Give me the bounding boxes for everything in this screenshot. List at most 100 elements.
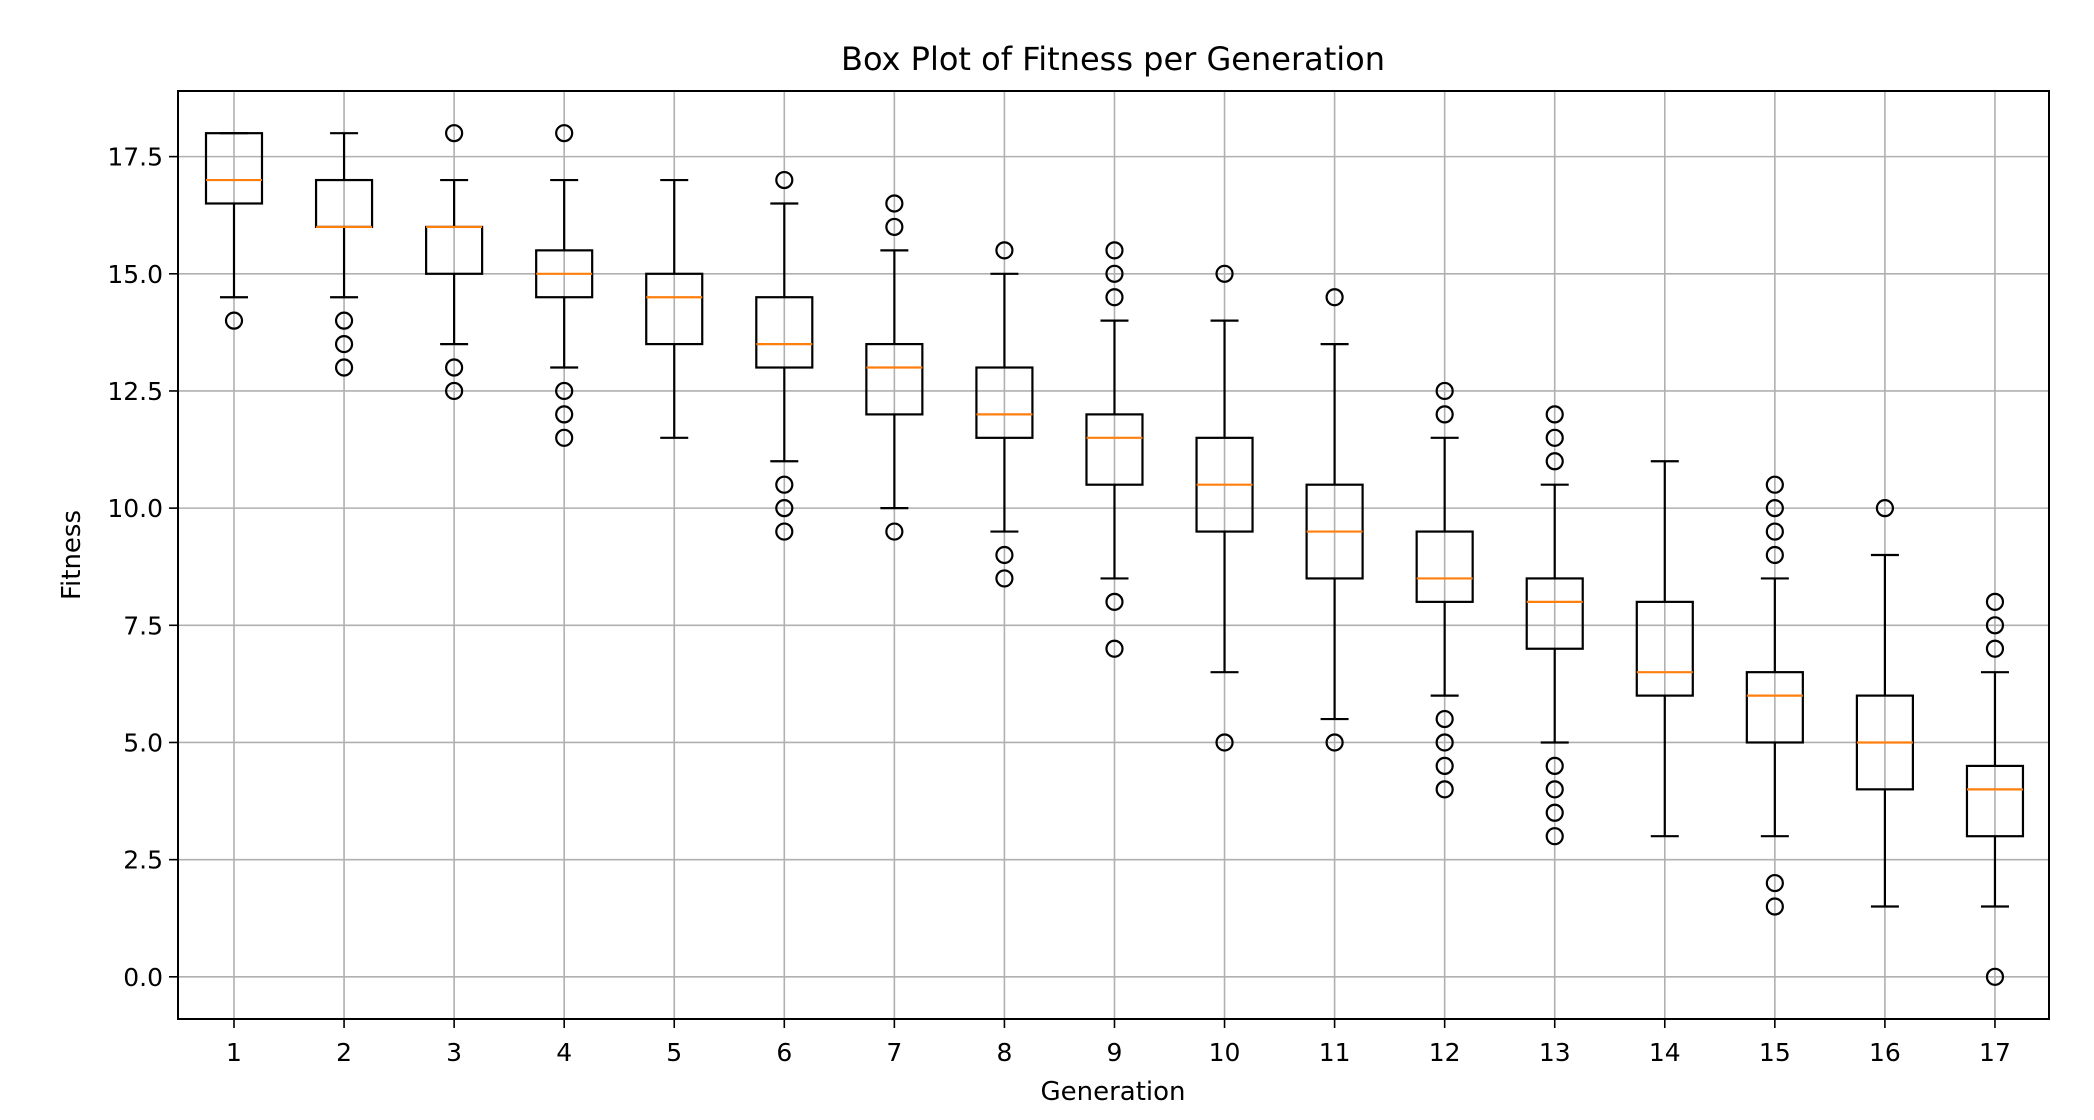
outlier-point <box>1985 616 2005 635</box>
outlier-point <box>1105 592 1124 611</box>
box-series <box>204 124 2025 986</box>
iqr-box <box>645 272 704 346</box>
x-tick-label: 17 <box>1979 1038 2011 1067</box>
outlier-point <box>1215 733 1234 752</box>
outlier-point <box>1325 288 1344 307</box>
x-tick-label: 4 <box>556 1038 572 1067</box>
x-tick-label: 3 <box>446 1038 462 1067</box>
outlier-point <box>1545 827 1564 846</box>
outlier-point <box>995 241 1014 260</box>
iqr-box <box>975 366 1034 439</box>
outlier-point <box>1105 288 1124 307</box>
outlier-point <box>1435 733 1454 752</box>
box-generation-1 <box>204 132 264 330</box>
iqr-box <box>1085 413 1144 486</box>
outlier-point <box>224 311 244 330</box>
box-generation-7 <box>865 194 924 541</box>
box-generation-13 <box>1525 405 1584 846</box>
y-tick-label: 7.5 <box>123 611 163 640</box>
outlier-point <box>555 381 574 401</box>
outlier-point <box>1435 709 1454 729</box>
outlier-point <box>1105 241 1124 260</box>
iqr-box <box>1525 577 1584 650</box>
box-generation-12 <box>1415 381 1474 799</box>
outlier-point <box>1765 499 1784 518</box>
x-tick-label: 5 <box>666 1038 682 1067</box>
outlier-point <box>334 334 354 354</box>
outlier-point <box>775 522 794 541</box>
outlier-point <box>555 405 574 424</box>
outlier-point <box>1765 522 1784 541</box>
outlier-point <box>1325 733 1344 752</box>
outlier-point <box>1765 475 1784 494</box>
x-tick-label: 16 <box>1869 1038 1901 1067</box>
box-generation-15 <box>1745 475 1804 916</box>
y-tick-label: 15.0 <box>107 260 163 289</box>
iqr-box <box>865 342 924 416</box>
y-tick-label: 0.0 <box>123 963 163 992</box>
box-generation-11 <box>1305 288 1364 752</box>
box-generation-8 <box>975 241 1034 588</box>
outlier-point <box>445 358 464 377</box>
outlier-point <box>1545 405 1564 424</box>
x-tick-label: 15 <box>1759 1038 1791 1067</box>
chart-title: Box Plot of Fitness per Generation <box>841 40 1385 78</box>
x-tick-label: 9 <box>1107 1038 1123 1067</box>
box-generation-10 <box>1195 264 1254 752</box>
axis-ticks: 0.02.55.07.510.012.515.017.51 2 3 4 5 6 7 8 9 10 1… <box>107 143 2011 1067</box>
x-tick-label: 10 <box>1209 1038 1241 1067</box>
iqr-box <box>1745 671 1804 744</box>
outlier-point <box>885 217 904 237</box>
outlier-point <box>1985 967 2005 986</box>
iqr-box <box>1635 600 1694 697</box>
outlier-point <box>555 124 574 143</box>
outlier-point <box>995 545 1014 565</box>
outlier-point <box>1765 897 1784 916</box>
x-tick-label: 14 <box>1649 1038 1681 1067</box>
y-axis-label: Fitness <box>57 510 87 600</box>
outlier-point <box>1435 780 1454 799</box>
x-tick-label: 13 <box>1539 1038 1571 1067</box>
outlier-point <box>1435 381 1454 401</box>
outlier-point <box>775 499 794 518</box>
outlier-point <box>1545 756 1564 776</box>
iqr-box <box>204 132 264 205</box>
box-generation-3 <box>425 124 484 401</box>
outlier-point <box>555 428 574 447</box>
y-tick-label: 10.0 <box>107 494 163 523</box>
iqr-box <box>1415 530 1474 603</box>
x-tick-label: 2 <box>336 1038 352 1067</box>
outlier-point <box>1985 639 2005 658</box>
y-tick-label: 5.0 <box>123 728 163 757</box>
x-tick-label: 7 <box>886 1038 902 1067</box>
outlier-point <box>1105 639 1124 658</box>
outlier-point <box>1435 756 1454 776</box>
outlier-point <box>1545 428 1564 447</box>
x-tick-label: 8 <box>996 1038 1012 1067</box>
outlier-point <box>1875 499 1895 518</box>
outlier-point <box>445 124 464 143</box>
x-tick-label: 6 <box>776 1038 792 1067</box>
box-generation-17 <box>1965 592 2025 986</box>
x-tick-label: 11 <box>1319 1038 1351 1067</box>
outlier-point <box>995 569 1014 588</box>
x-tick-label: 1 <box>226 1038 242 1067</box>
box-generation-9 <box>1085 241 1144 658</box>
iqr-box <box>755 296 814 369</box>
y-tick-label: 2.5 <box>123 846 163 875</box>
box-generation-2 <box>314 132 374 377</box>
box-generation-6 <box>755 170 814 541</box>
outlier-point <box>1985 592 2005 611</box>
outlier-point <box>1435 405 1454 424</box>
outlier-point <box>1765 873 1784 893</box>
y-tick-label: 12.5 <box>107 377 163 406</box>
outlier-point <box>334 311 354 330</box>
outlier-point <box>445 381 464 401</box>
outlier-point <box>1545 452 1564 471</box>
x-tick-label: 12 <box>1429 1038 1461 1067</box>
box-generation-14 <box>1635 460 1694 838</box>
outlier-point <box>775 170 794 190</box>
outlier-point <box>334 358 354 377</box>
box-generation-5 <box>645 178 704 439</box>
